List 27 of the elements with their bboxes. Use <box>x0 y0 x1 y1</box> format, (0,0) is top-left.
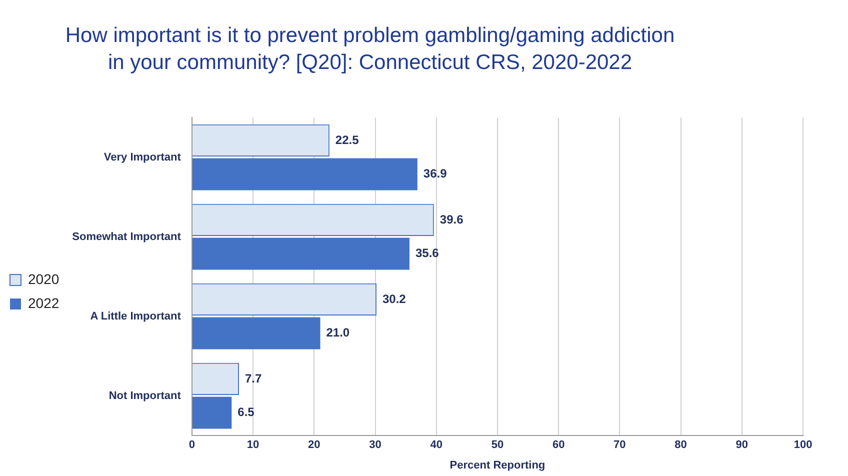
y-tick-label: Not Important <box>108 390 182 402</box>
x-tick-label: 80 <box>674 439 687 452</box>
x-tick-label: 100 <box>794 439 812 452</box>
data-label: 7.7 <box>244 371 262 386</box>
x-tick-label: 0 <box>188 439 195 452</box>
x-axis-title: Percent Reporting <box>450 459 546 472</box>
y-tick-label: Very Important <box>104 151 182 164</box>
y-tick-label: Somewhat Important <box>72 230 182 243</box>
data-label: 21.0 <box>326 326 350 340</box>
data-label: 35.6 <box>415 246 440 260</box>
x-tick-label: 70 <box>614 439 626 452</box>
data-label: 36.9 <box>423 166 448 181</box>
y-tick-label: A Little Important <box>90 310 182 322</box>
data-label: 6.5 <box>238 405 255 420</box>
data-label: 22.5 <box>335 132 360 147</box>
x-tick-label: 10 <box>246 439 260 452</box>
legend-label: 2020 <box>28 270 60 287</box>
legend-label: 2022 <box>28 294 60 311</box>
x-tick-label: 20 <box>308 439 320 452</box>
x-tick-label: 40 <box>430 439 442 452</box>
x-tick-label: 60 <box>552 439 565 452</box>
x-tick-label: 50 <box>491 439 504 452</box>
data-label: 30.2 <box>382 292 406 306</box>
x-tick-label: 30 <box>369 439 382 452</box>
chart-title: How important is it to prevent problem gambling/gaming addiction in your community? [Q20]: Connecticut CRS, 2020-2022 <box>64 23 676 76</box>
data-label: 39.6 <box>440 212 464 226</box>
x-tick-label: 90 <box>736 439 748 452</box>
